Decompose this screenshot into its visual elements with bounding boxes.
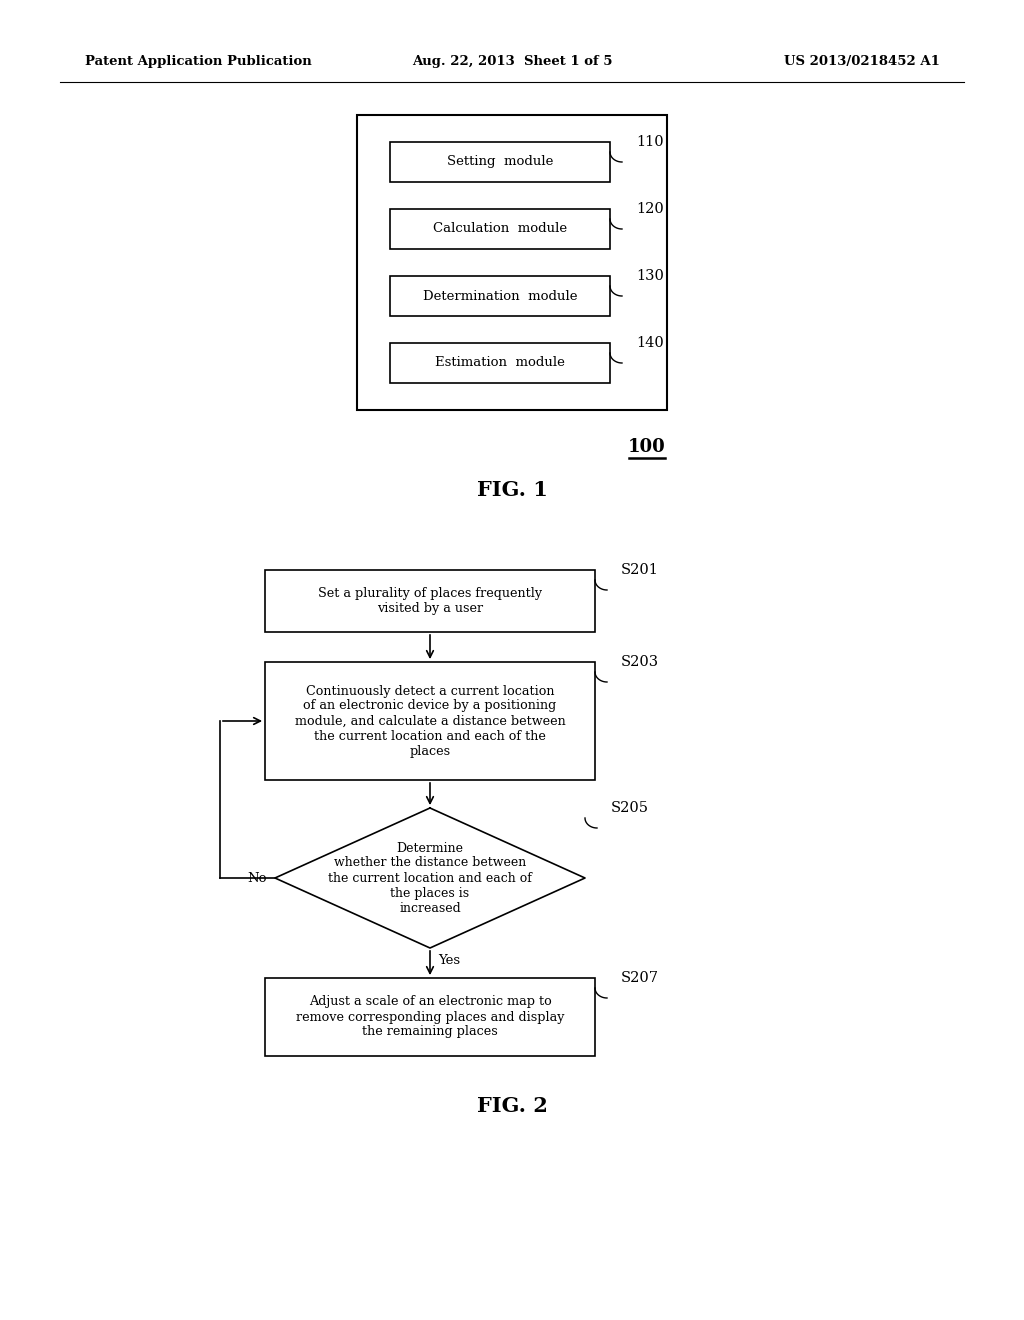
Text: No: No	[248, 871, 267, 884]
Bar	[357, 115, 667, 411]
Bar	[265, 663, 595, 780]
Text: S203: S203	[621, 655, 659, 669]
Bar	[390, 143, 610, 182]
Text: 140: 140	[636, 337, 664, 350]
Text: S205: S205	[611, 801, 649, 814]
Text: 100: 100	[628, 438, 666, 455]
Text: FIG. 2: FIG. 2	[476, 1096, 548, 1115]
Text: Yes: Yes	[438, 954, 460, 968]
Bar	[265, 570, 595, 632]
Text: Determine
whether the distance between
the current location and each of
the plac: Determine whether the distance between t…	[328, 842, 531, 915]
Text: Adjust a scale of an electronic map to
remove corresponding places and display
t: Adjust a scale of an electronic map to r…	[296, 995, 564, 1039]
Bar	[390, 276, 610, 315]
Bar	[265, 978, 595, 1056]
Text: FIG. 1: FIG. 1	[476, 480, 548, 500]
Bar	[390, 343, 610, 383]
Bar	[390, 209, 610, 249]
Text: Determination  module: Determination module	[423, 289, 578, 302]
Text: Calculation  module: Calculation module	[433, 223, 567, 235]
Text: Continuously detect a current location
of an electronic device by a positioning
: Continuously detect a current location o…	[295, 685, 565, 758]
Polygon shape	[275, 808, 585, 948]
Text: S201: S201	[621, 564, 658, 577]
Text: Set a plurality of places frequently
visited by a user: Set a plurality of places frequently vis…	[317, 587, 542, 615]
Text: Estimation  module: Estimation module	[435, 356, 565, 370]
Text: US 2013/0218452 A1: US 2013/0218452 A1	[784, 55, 940, 69]
Text: 110: 110	[636, 135, 664, 149]
Text: Setting  module: Setting module	[446, 156, 553, 169]
Text: Aug. 22, 2013  Sheet 1 of 5: Aug. 22, 2013 Sheet 1 of 5	[412, 55, 612, 69]
Text: 120: 120	[636, 202, 664, 216]
Text: 130: 130	[636, 269, 664, 282]
Text: S207: S207	[621, 972, 659, 985]
Text: Patent Application Publication: Patent Application Publication	[85, 55, 311, 69]
